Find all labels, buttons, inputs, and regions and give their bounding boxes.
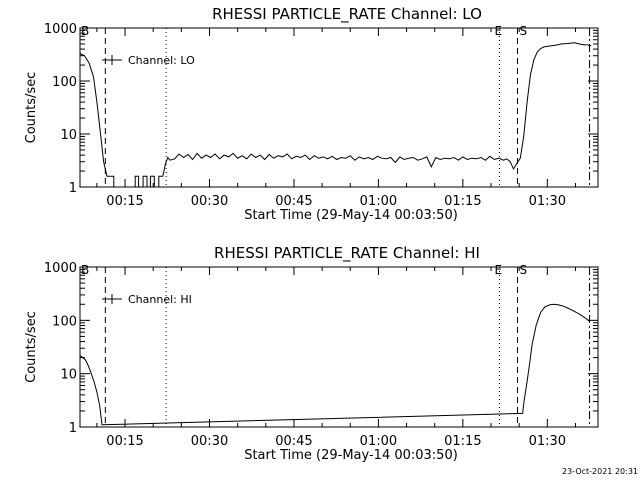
x-tick-label: 00:15 <box>106 434 143 449</box>
marker-label: B <box>81 24 89 38</box>
y-tick-label: 100 <box>52 75 77 90</box>
x-tick-label: 00:30 <box>191 194 228 209</box>
x-tick-label: 00:30 <box>191 434 228 449</box>
y-axis-label: Counts/sec <box>24 311 39 383</box>
marker-label: S <box>519 263 527 277</box>
chart-title: RHESSI PARTICLE_RATE Channel: LO <box>212 5 482 24</box>
y-tick-label: 1000 <box>44 22 77 37</box>
marker-label: S <box>519 24 527 38</box>
chart-title: RHESSI PARTICLE_RATE Channel: HI <box>214 244 480 263</box>
y-tick-label: 1 <box>69 181 77 196</box>
legend-label: Channel: LO <box>128 54 195 67</box>
x-tick-label: 01:30 <box>529 194 566 209</box>
chart-panel-hi: RHESSI PARTICLE_RATE Channel: HI 1 10 100 10… <box>24 244 599 463</box>
x-tick-label: 01:15 <box>444 194 481 209</box>
x-axis-label: Start Time (29-May-14 00:03:50) <box>244 448 458 463</box>
x-tick-label: 01:30 <box>529 434 566 449</box>
y-axis-label: Counts/sec <box>24 72 39 144</box>
x-tick-label: 01:15 <box>444 434 481 449</box>
legend-label: Channel: HI <box>128 293 192 306</box>
x-tick-label: 00:45 <box>275 194 312 209</box>
marker-label: E <box>494 24 502 38</box>
timestamp-label: 23-Oct-2021 20:31 <box>562 467 638 476</box>
y-tick-label: 1000 <box>44 261 77 276</box>
y-tick-label: 10 <box>60 128 77 143</box>
x-tick-label: 00:15 <box>106 194 143 209</box>
data-series-line <box>79 303 590 426</box>
x-tick-label: 00:45 <box>275 434 312 449</box>
chart-panel-lo: RHESSI PARTICLE_RATE Channel: LO 1 10 100 10… <box>24 5 599 223</box>
data-series-line <box>79 42 592 188</box>
x-tick-label: 01:00 <box>360 194 397 209</box>
y-tick-label: 10 <box>60 368 77 383</box>
y-tick-label: 100 <box>52 314 77 329</box>
marker-label: B <box>81 263 89 277</box>
plot-frame <box>79 27 599 188</box>
marker-label: E <box>494 263 502 277</box>
y-tick-label: 1 <box>69 421 77 436</box>
x-tick-label: 01:00 <box>360 434 397 449</box>
plot-frame <box>79 266 599 428</box>
x-axis-label: Start Time (29-May-14 00:03:50) <box>244 208 458 223</box>
